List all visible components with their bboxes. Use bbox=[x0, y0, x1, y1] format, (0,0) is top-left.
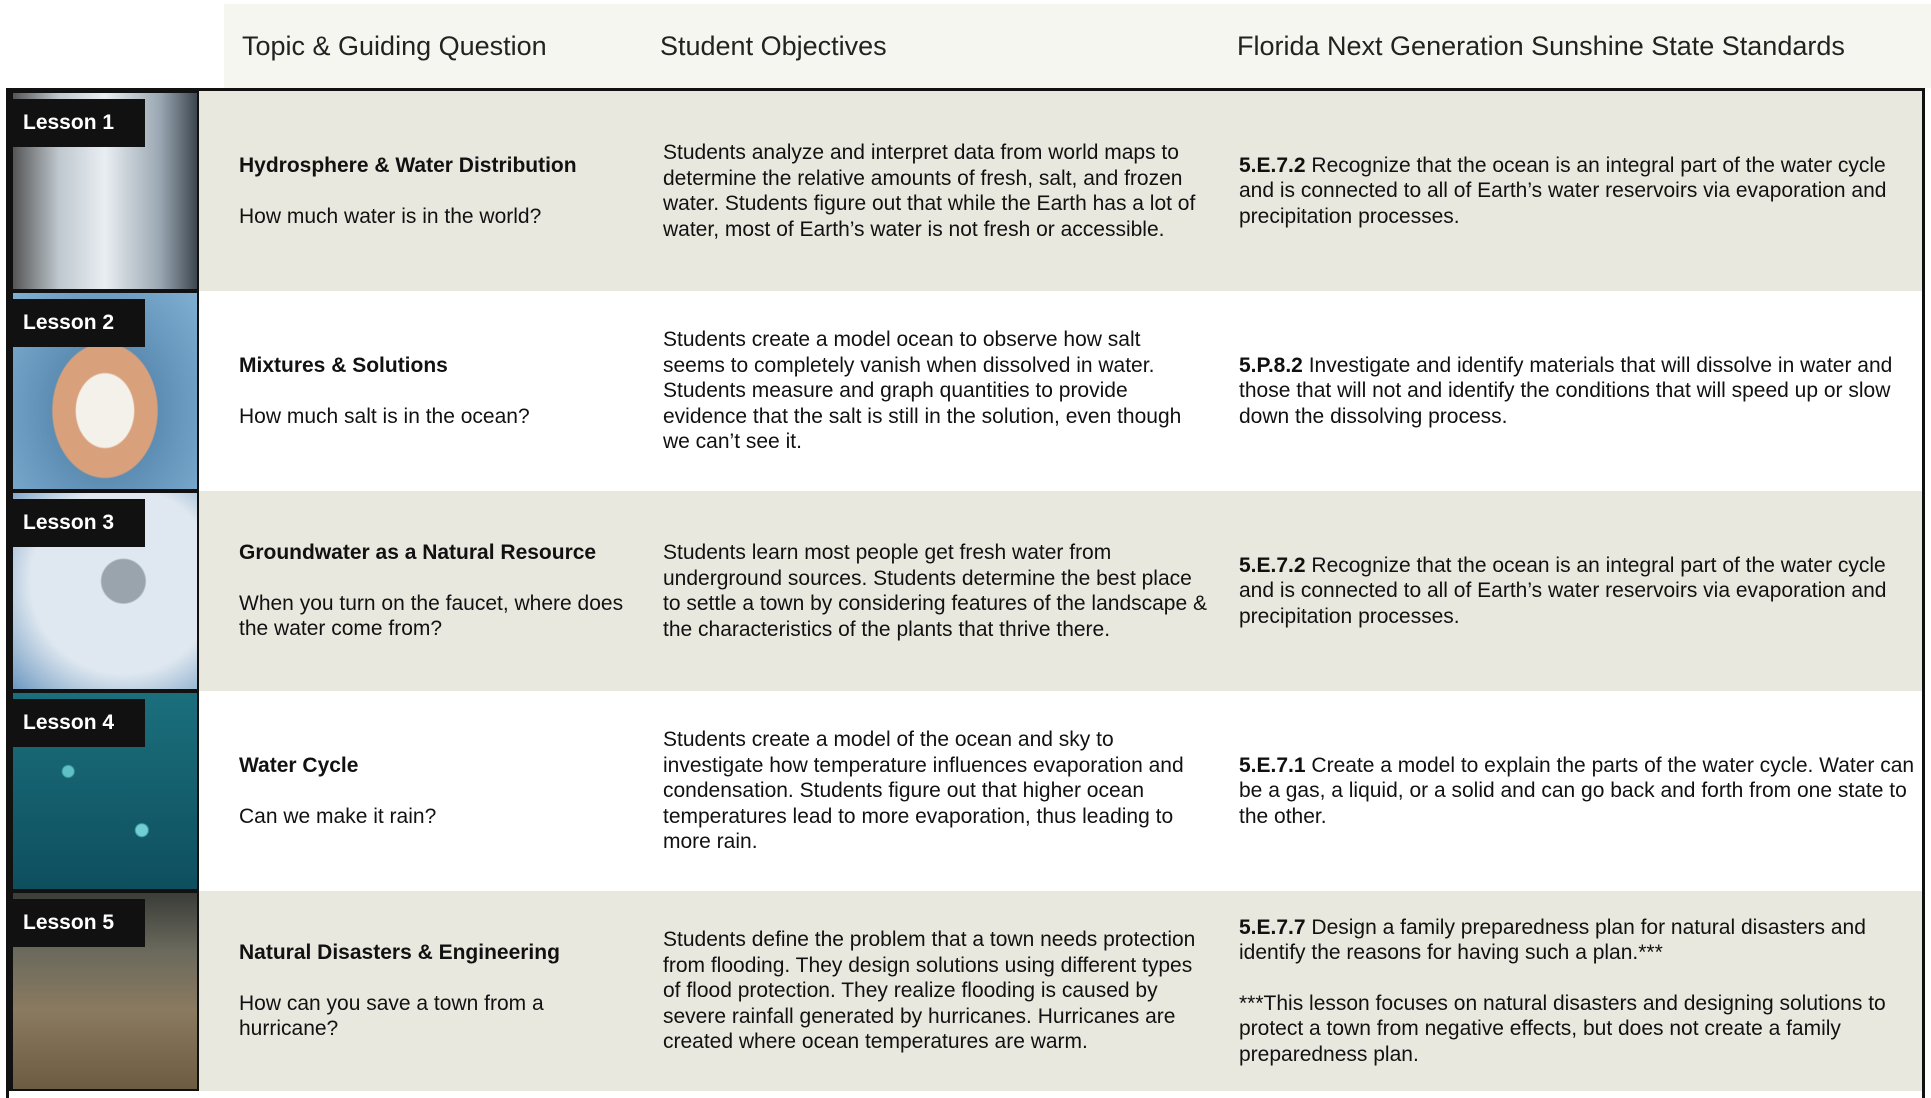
lesson-label: Lesson 1 bbox=[9, 99, 145, 147]
standards-cell: 5.E.7.2 Recognize that the ocean is an i… bbox=[1239, 91, 1919, 291]
topic: Groundwater as a Natural Resource bbox=[239, 541, 597, 565]
topic-cell: Natural Disasters & Engineering How can y… bbox=[239, 891, 639, 1091]
objectives: Students define the problem that a town … bbox=[663, 928, 1196, 1054]
lesson-label: Lesson 4 bbox=[9, 699, 145, 747]
standard-code: 5.P.8.2 bbox=[1239, 353, 1303, 377]
standard-note: ***This lesson focuses on natural disast… bbox=[1239, 991, 1886, 1066]
lesson-label: Lesson 5 bbox=[9, 899, 145, 947]
lesson-image: Lesson 4 bbox=[9, 691, 199, 891]
column-header: Florida Next Generation Sunshine State S… bbox=[1237, 30, 1845, 61]
topic-cell: Water Cycle Can we make it rain? bbox=[239, 691, 639, 891]
lesson-label: Lesson 2 bbox=[9, 299, 145, 347]
lesson-table: Lesson 1 Hydrosphere & Water Distribution… bbox=[6, 88, 1925, 1098]
standard: 5.E.7.2 Recognize that the ocean is an i… bbox=[1239, 553, 1919, 630]
standard-code: 5.E.7.1 bbox=[1239, 753, 1306, 777]
column-header: Topic & Guiding Question bbox=[242, 30, 547, 61]
header: Topic & Guiding Question Student Objecti… bbox=[224, 4, 1931, 88]
topic: Mixtures & Solutions bbox=[239, 354, 448, 377]
standard-text: Recognize that the ocean is an integral … bbox=[1239, 153, 1887, 228]
standard: 5.E.7.7 Design a family preparedness pla… bbox=[1239, 915, 1919, 966]
objectives-cell: Students create a model of the ocean and… bbox=[663, 691, 1208, 891]
objectives-cell: Students analyze and interpret data from… bbox=[663, 91, 1208, 291]
lesson-image: Lesson 2 bbox=[9, 291, 199, 491]
standard-text: Create a model to explain the parts of t… bbox=[1239, 753, 1915, 828]
guiding-question: Can we make it rain? bbox=[239, 804, 437, 828]
standard: 5.E.7.1 Create a model to explain the pa… bbox=[1239, 753, 1919, 830]
standard: 5.E.7.2 Recognize that the ocean is an i… bbox=[1239, 153, 1919, 230]
standard-code: 5.E.7.2 bbox=[1239, 153, 1306, 177]
objectives: Students analyze and interpret data from… bbox=[663, 141, 1196, 241]
standards-cell: 5.E.7.2 Recognize that the ocean is an i… bbox=[1239, 491, 1919, 691]
standard-text: Design a family preparedness plan for na… bbox=[1239, 915, 1866, 965]
topic-cell: Groundwater as a Natural Resource When yo… bbox=[239, 491, 639, 691]
standards-cell: 5.P.8.2 Investigate and identify materia… bbox=[1239, 291, 1919, 491]
lesson-row: Lesson 3 Groundwater as a Natural Resourc… bbox=[9, 491, 1922, 691]
standards-cell: 5.E.7.7 Design a family preparedness pla… bbox=[1239, 891, 1919, 1091]
objectives-cell: Students create a model ocean to observe… bbox=[663, 291, 1208, 491]
standards-cell: 5.E.7.1 Create a model to explain the pa… bbox=[1239, 691, 1919, 891]
standard-text: Recognize that the ocean is an integral … bbox=[1239, 553, 1887, 628]
lesson-row: Lesson 2 Mixtures & Solutions How much sal… bbox=[9, 291, 1922, 491]
standard: 5.P.8.2 Investigate and identify materia… bbox=[1239, 353, 1919, 430]
topic: Water Cycle bbox=[239, 754, 359, 777]
topic: Hydrosphere & Water Distribution bbox=[239, 154, 577, 177]
lesson-label: Lesson 3 bbox=[9, 499, 145, 547]
guiding-question: How can you save a town from a hurricane… bbox=[239, 991, 544, 1041]
standard-code: 5.E.7.7 bbox=[1239, 915, 1306, 939]
objectives: Students create a model of the ocean and… bbox=[663, 728, 1184, 854]
lesson-image: Lesson 5 bbox=[9, 891, 199, 1091]
topic: Natural Disasters & Engineering bbox=[239, 941, 560, 965]
lesson-image: Lesson 1 bbox=[9, 91, 199, 291]
guiding-question: When you turn on the faucet, where does … bbox=[239, 591, 624, 641]
lesson-image: Lesson 3 bbox=[9, 491, 199, 691]
lesson-row: Lesson 4 Water Cycle Can we make it rain? S… bbox=[9, 691, 1922, 891]
topic-cell: Mixtures & Solutions How much salt is in … bbox=[239, 291, 639, 491]
column-header: Student Objectives bbox=[660, 30, 887, 61]
objectives-cell: Students learn most people get fresh wat… bbox=[663, 491, 1208, 691]
standard-text: Investigate and identify materials that … bbox=[1239, 353, 1893, 428]
lesson-row: Lesson 5 Natural Disasters & Engineering H… bbox=[9, 891, 1922, 1091]
objectives: Students learn most people get fresh wat… bbox=[663, 541, 1208, 641]
guiding-question: How much salt is in the ocean? bbox=[239, 404, 530, 428]
lesson-row: Lesson 1 Hydrosphere & Water Distribution… bbox=[9, 91, 1922, 291]
objectives: Students create a model ocean to observe… bbox=[663, 328, 1182, 454]
objectives-cell: Students define the problem that a town … bbox=[663, 891, 1208, 1091]
standard-code: 5.E.7.2 bbox=[1239, 553, 1306, 577]
guiding-question: How much water is in the world? bbox=[239, 204, 542, 228]
topic-cell: Hydrosphere & Water Distribution How much… bbox=[239, 91, 639, 291]
